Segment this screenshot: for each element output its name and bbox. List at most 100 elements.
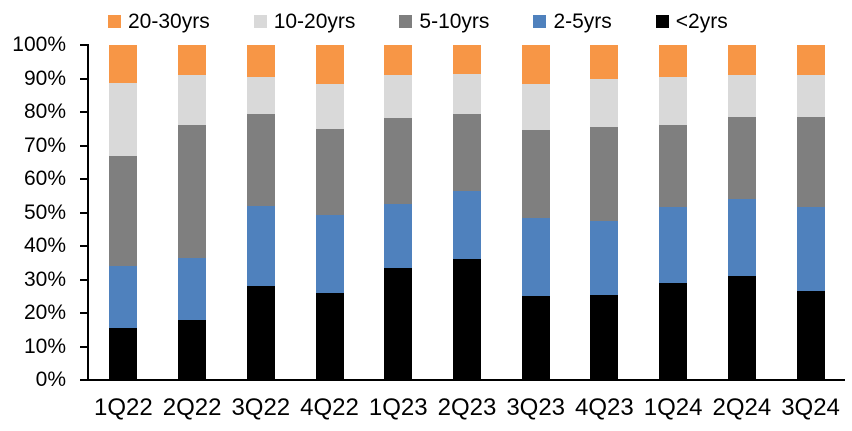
x-tick-label: 3Q23 [506, 394, 566, 421]
bar-segment-1020yrs [727, 75, 756, 118]
bar-3q22 [246, 45, 275, 380]
bar-segment-2yrs [109, 328, 138, 380]
y-tick-label: 30% [23, 267, 66, 291]
bar-segment-2030yrs [178, 45, 207, 76]
bar-4q22 [315, 45, 344, 380]
legend-label: 2-5yrs [553, 9, 612, 33]
legend-swatch-icon [108, 14, 121, 28]
bar-segment-510yrs [315, 128, 344, 215]
y-axis-line [87, 44, 89, 381]
legend-item: 5-10yrs [399, 11, 489, 32]
bar-segment-2yrs [727, 276, 756, 380]
y-tick-mark [80, 211, 88, 214]
y-tick-mark [80, 144, 88, 147]
bar-segment-510yrs [659, 125, 688, 208]
y-tick-label: 10% [23, 334, 66, 358]
bar-segment-25yrs [109, 266, 138, 329]
legend-label: 10-20yrs [273, 9, 356, 33]
y-tick-mark [80, 44, 88, 46]
bar-segment-2yrs [796, 291, 825, 380]
bar-segment-25yrs [315, 214, 344, 293]
bar-segment-2yrs [178, 319, 207, 380]
x-tick-label: 3Q24 [781, 394, 840, 421]
bar-segment-2030yrs [727, 45, 756, 76]
y-tick-label: 60% [23, 167, 66, 190]
bar-2q24 [727, 45, 756, 380]
bar-segment-25yrs [590, 220, 619, 295]
bar-segment-1020yrs [796, 75, 825, 118]
x-tick-label: 3Q22 [231, 394, 291, 421]
bar-segment-25yrs [521, 217, 550, 297]
bar-1q23 [384, 45, 413, 380]
bar-2q23 [452, 45, 481, 380]
bar-segment-25yrs [727, 199, 756, 277]
bar-segment-510yrs [109, 155, 138, 267]
bar-segment-2yrs [659, 282, 688, 380]
bar-segment-1020yrs [315, 84, 344, 129]
y-tick-label: 50% [23, 200, 66, 224]
bar-segment-510yrs [796, 117, 825, 208]
bar-segment-25yrs [796, 207, 825, 292]
bar-segment-2yrs [452, 259, 481, 380]
x-tick-label: 2Q23 [437, 394, 497, 421]
bar-segment-510yrs [452, 113, 481, 191]
bar-segment-1020yrs [659, 76, 688, 126]
legend-item: <2yrs [655, 9, 728, 33]
bar-segment-2030yrs [590, 45, 619, 79]
bar-segment-25yrs [384, 204, 413, 268]
bar-segment-25yrs [452, 190, 481, 260]
bar-segment-510yrs [384, 117, 413, 205]
y-tick-mark [80, 77, 88, 80]
bar-1q22 [109, 45, 138, 380]
bar-2q22 [178, 45, 207, 380]
y-tick-mark [80, 278, 88, 281]
plot-area [89, 45, 845, 380]
bar-4q23 [590, 45, 619, 380]
y-tick-mark [80, 379, 88, 381]
bar-segment-2yrs [315, 292, 344, 380]
y-tick-mark [80, 245, 88, 247]
legend-item: 10-20yrs [253, 9, 356, 33]
bar-segment-2030yrs [521, 45, 550, 84]
bar-segment-2yrs [246, 286, 275, 380]
x-axis-line [87, 379, 845, 381]
legend-item: 20-30yrs [108, 11, 210, 32]
bar-segment-2030yrs [246, 45, 275, 77]
y-tick-label: 100% [12, 33, 66, 56]
bar-segment-25yrs [178, 257, 207, 320]
bar-segment-2030yrs [796, 45, 825, 76]
bar-segment-1020yrs [521, 83, 550, 131]
legend-label: <2yrs [675, 9, 728, 33]
bar-segment-2030yrs [659, 45, 688, 77]
legend-swatch-icon [533, 14, 547, 28]
y-tick-mark [80, 312, 88, 314]
chart-legend: 20-30yrs 10-20yrs 5-10yrs 2-5yrs <2yrs [108, 7, 812, 35]
bar-1q24 [659, 45, 688, 380]
x-tick-label: 4Q23 [575, 394, 634, 421]
x-tick-label: 2Q24 [712, 394, 772, 421]
bar-segment-2030yrs [109, 45, 138, 83]
bar-segment-2030yrs [384, 45, 413, 76]
bar-segment-1020yrs [384, 75, 413, 118]
x-tick-label: 1Q22 [94, 394, 153, 421]
bar-segment-1020yrs [109, 82, 138, 156]
bar-segment-1020yrs [246, 76, 275, 114]
y-tick-mark [80, 111, 88, 113]
legend-swatch-icon [655, 14, 669, 28]
y-tick-label: 0% [35, 368, 66, 391]
x-tick-label: 2Q22 [162, 394, 222, 421]
legend-item: 2-5yrs [533, 9, 612, 33]
bar-segment-25yrs [659, 207, 688, 283]
y-tick-label: 20% [23, 301, 66, 324]
legend-swatch-icon [253, 14, 267, 28]
x-axis-labels: 1Q22 2Q22 3Q22 4Q22 1Q23 2Q23 3Q23 4Q23 1Q24 2Q24… [89, 393, 845, 423]
bar-segment-2yrs [521, 296, 550, 380]
legend-label: 5-10yrs [419, 9, 490, 33]
bar-segment-2yrs [384, 267, 413, 380]
bar-3q23 [521, 45, 550, 380]
bar-segment-1020yrs [590, 78, 619, 128]
bar-segment-510yrs [521, 130, 550, 218]
x-tick-label: 4Q22 [300, 394, 359, 421]
bar-segment-2yrs [590, 294, 619, 380]
